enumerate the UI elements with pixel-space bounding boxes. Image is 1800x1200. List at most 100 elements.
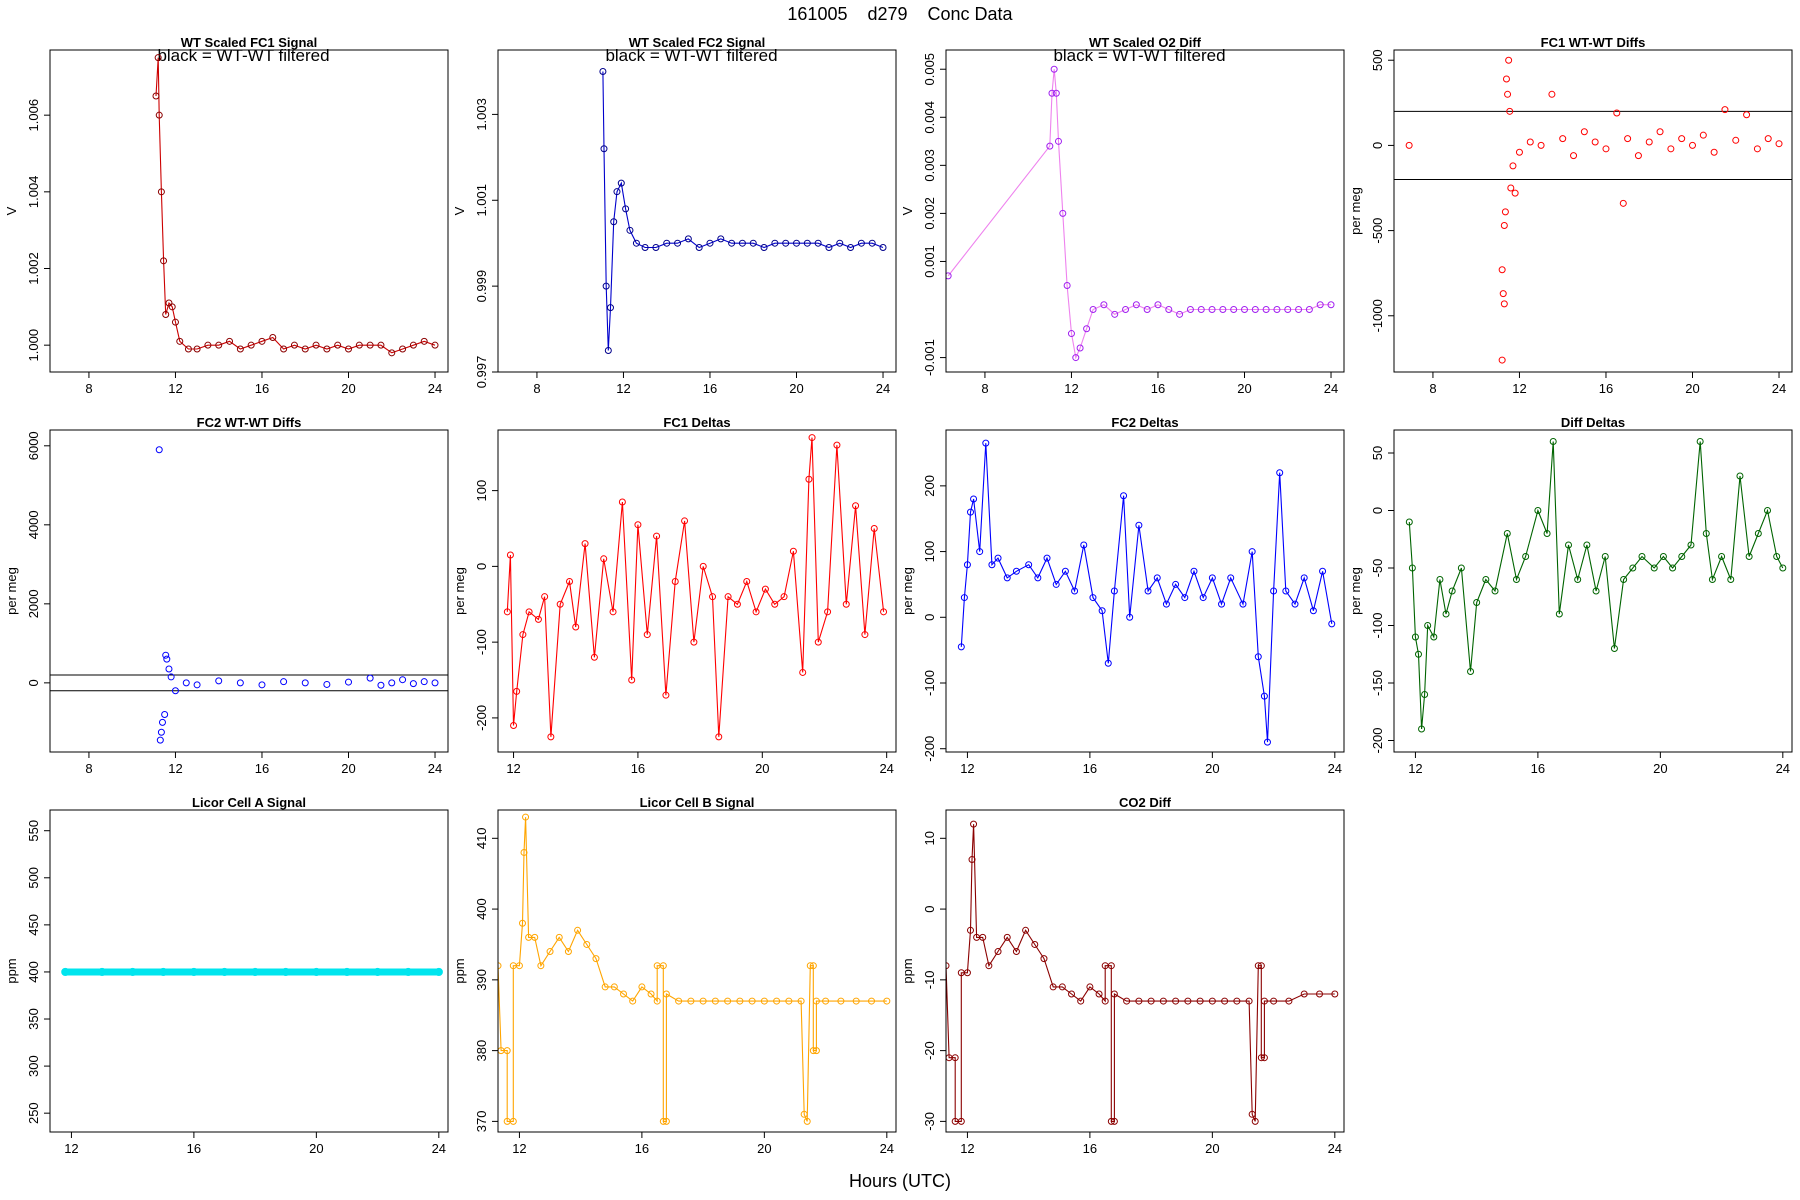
data-point [1300,990,1308,998]
data-point [715,733,723,741]
data-point [1104,659,1112,667]
data-point [1089,306,1097,314]
y-tick-label: 200 [922,475,937,497]
data-point [1421,691,1429,698]
data-point [592,955,600,963]
data-point [1574,576,1582,583]
x-tick-label: 20 [1653,761,1667,776]
x-tick-label: 12 [960,761,974,776]
data-point [1239,600,1247,608]
x-tick-label: 20 [789,381,803,396]
data-point [1110,1117,1118,1125]
data-point [1512,576,1520,583]
data-point [366,674,374,682]
data-point [312,341,320,349]
data-point [176,337,184,345]
y-axis-label: per meg [1348,187,1363,235]
data-point [1110,990,1118,998]
chart-title: WT Scaled FC2 Signal [629,35,766,50]
x-tick-label: 24 [1328,1141,1342,1156]
y-tick-label: -20 [922,1041,937,1060]
data-point [537,962,545,970]
y-tick-label: 380 [474,1040,489,1062]
x-tick-label: 16 [703,381,717,396]
chart-panel-9: Licor Cell A Signal 12 16 20 24 250 300 350 400 4… [4,795,449,1156]
data-point [662,691,670,699]
plot-frame [1393,429,1793,753]
chart-panel-11: CO2 Diff 12 16 20 24 -30 -20 -10 0 10 ppm [900,795,1345,1156]
data-point [653,532,661,540]
data-point [345,678,352,686]
data-point [1457,564,1465,572]
data-point [1650,564,1658,572]
data-point [773,997,781,1005]
data-point [1543,530,1551,537]
y-axis-label: per meg [452,567,467,615]
data-point [1270,997,1278,1005]
y-tick-label: 500 [26,867,41,889]
plot-area [152,54,439,357]
data-point [1153,574,1161,582]
x-tick-label: 20 [1685,381,1699,396]
figure-title: 161005 d279 Conc Data [787,4,1013,24]
chart-title: CO2 Diff [1119,795,1172,810]
data-point [1515,148,1523,156]
y-tick-label: -100 [474,629,489,655]
series-line [506,437,885,737]
data-point [663,239,671,247]
y-tick-label: -200 [1370,727,1385,753]
data-point [1309,607,1317,615]
data-point [1086,983,1094,991]
data-point [1123,997,1131,1005]
data-point [1503,530,1511,537]
data-point [1534,507,1542,514]
data-point [566,578,574,586]
data-point [541,593,549,601]
data-point [1328,620,1336,628]
y-tick-label: 0 [922,614,937,621]
x-axis-label: Hours (UTC) [849,1171,951,1191]
series-line [946,824,1335,1122]
data-point [1260,692,1268,700]
x-tick-label: 16 [1083,1141,1097,1156]
plot-area [946,820,1339,1125]
data-point [743,578,751,586]
x-tick-label: 24 [1776,761,1790,776]
data-point [976,548,984,556]
x-tick-label: 8 [981,381,988,396]
data-point [157,728,165,736]
plot-frame [49,809,449,1133]
x-tick-label: 20 [1237,381,1251,396]
data-point [748,997,756,1005]
chart-title: Diff Deltas [1561,415,1625,430]
data-point [1176,310,1184,318]
data-point [1300,574,1308,582]
y-tick-label: -150 [1370,670,1385,696]
data-point [861,631,869,639]
y-tick-label: 6000 [26,431,41,460]
y-tick-label: 0 [922,905,937,912]
data-point [1482,576,1490,583]
data-point [1743,111,1751,119]
data-point [1331,990,1339,998]
data-point [1764,507,1772,514]
data-point [752,608,760,616]
data-point [323,680,331,688]
data-point [982,439,990,447]
data-point [1230,306,1238,314]
x-tick-label: 24 [880,1141,894,1156]
x-tick-label: 16 [631,761,645,776]
y-axis-label: per meg [900,567,915,615]
plot-frame [497,429,897,753]
y-tick-label: 0 [474,563,489,570]
data-point [870,524,878,532]
y-axis-label: ppm [900,958,915,983]
data-point [152,92,160,100]
y-axis-label: ppm [452,958,467,983]
data-point [377,681,385,689]
chart-title: Licor Cell B Signal [640,795,755,810]
data-point [1592,587,1600,595]
plot-area [946,65,1335,362]
data-point [824,608,832,616]
